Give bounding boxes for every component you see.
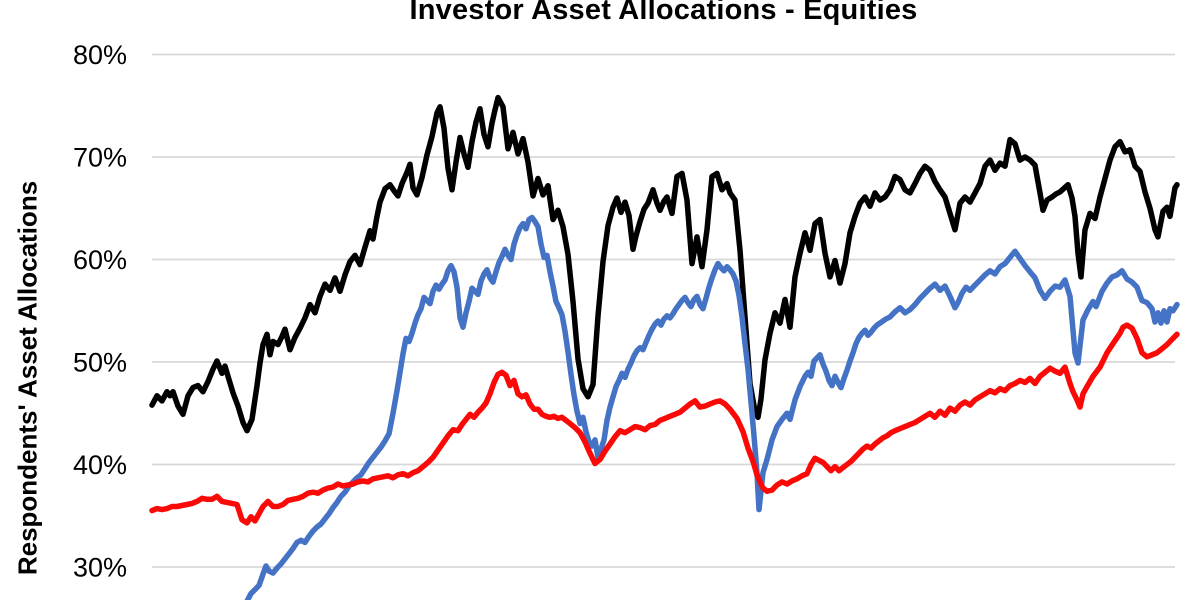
gridlines bbox=[152, 53, 1175, 568]
y-tick-label-50: 50% bbox=[73, 348, 127, 378]
series-line-red bbox=[149, 322, 1180, 526]
y-axis-tick-labels: 80% 70% 60% 50% 40% 30% bbox=[73, 40, 127, 583]
series-line-blue bbox=[244, 214, 1180, 600]
y-tick-label-40: 40% bbox=[73, 450, 127, 480]
y-tick-label-80: 80% bbox=[73, 40, 127, 70]
chart-title: Investor Asset Allocations - Equities bbox=[409, 0, 918, 26]
y-tick-label-60: 60% bbox=[73, 245, 127, 275]
y-tick-label-30: 30% bbox=[73, 553, 127, 583]
y-tick-label-70: 70% bbox=[73, 143, 127, 173]
series-line-black bbox=[149, 94, 1180, 434]
series-lines bbox=[149, 94, 1180, 600]
